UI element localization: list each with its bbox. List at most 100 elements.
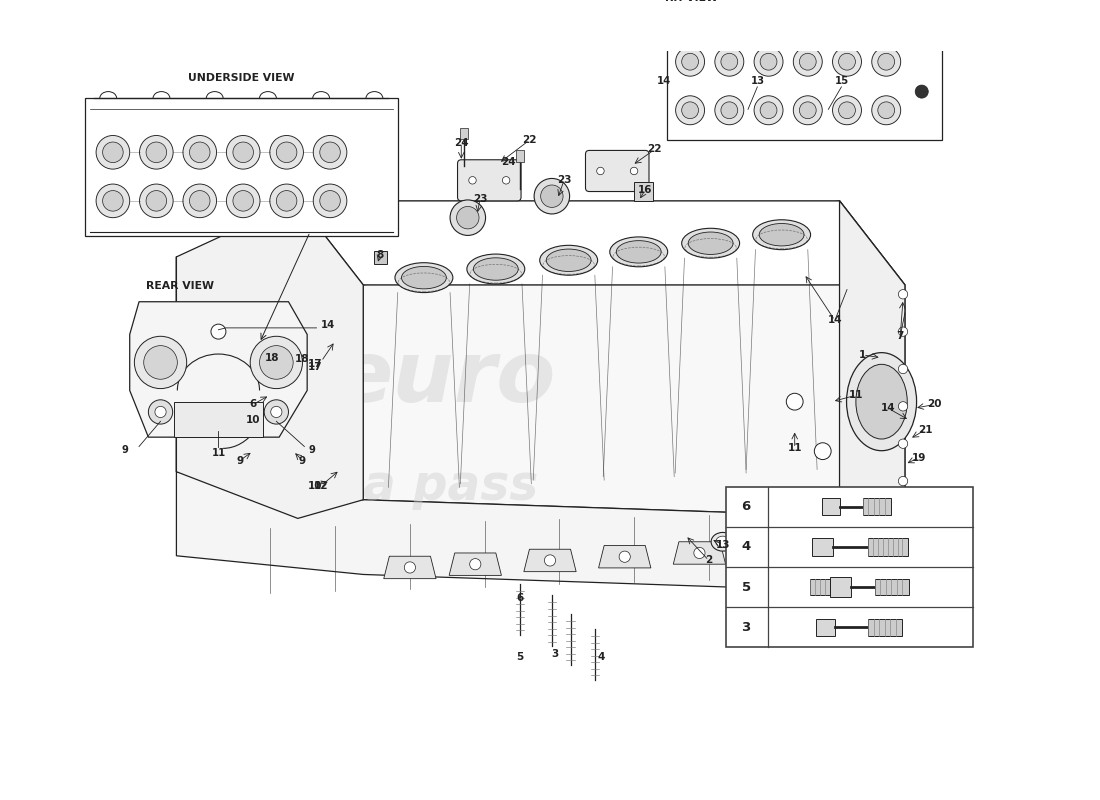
Polygon shape [176,257,363,500]
Text: 9: 9 [299,455,306,466]
Circle shape [541,185,563,207]
Circle shape [838,102,856,118]
Ellipse shape [847,353,916,450]
Circle shape [833,96,861,125]
Text: 17: 17 [307,362,322,372]
Circle shape [183,135,217,169]
Circle shape [899,439,907,448]
Text: 11: 11 [211,448,226,458]
Circle shape [140,135,173,169]
Circle shape [793,96,823,125]
Text: 6: 6 [517,593,524,603]
Text: 4: 4 [741,541,751,554]
Circle shape [675,47,705,76]
Text: 18: 18 [295,354,310,363]
Bar [822,498,840,515]
Circle shape [134,336,187,389]
Circle shape [878,102,894,118]
Bar [174,402,263,437]
Circle shape [675,96,705,125]
Circle shape [899,364,907,374]
Bar [726,486,974,647]
Circle shape [456,206,478,229]
Text: 6: 6 [741,500,751,514]
Circle shape [833,47,861,76]
Bar [874,578,909,595]
Text: 10: 10 [245,415,261,426]
Text: RH VIEW: RH VIEW [664,0,718,3]
Circle shape [250,336,303,389]
Circle shape [915,85,928,98]
Circle shape [102,142,123,162]
Bar [816,619,835,636]
Circle shape [140,184,173,218]
Circle shape [260,346,294,379]
Bar [85,98,398,236]
Circle shape [320,190,340,211]
Polygon shape [748,538,801,561]
Circle shape [800,54,816,70]
Text: a pass: a pass [363,462,539,510]
Text: 23: 23 [473,194,487,204]
FancyBboxPatch shape [458,160,521,201]
Ellipse shape [473,258,518,280]
Text: 7: 7 [896,331,904,342]
Circle shape [899,476,907,486]
Ellipse shape [689,232,733,254]
Circle shape [233,190,253,211]
Circle shape [682,54,698,70]
Text: 14: 14 [321,320,336,330]
Circle shape [405,562,416,573]
Bar [813,538,833,556]
Polygon shape [449,553,502,575]
Circle shape [720,102,738,118]
Circle shape [755,47,783,76]
Circle shape [760,54,777,70]
Circle shape [814,442,832,459]
FancyBboxPatch shape [246,341,273,379]
Circle shape [144,346,177,379]
Bar [667,17,943,140]
Text: REAR VIEW: REAR VIEW [145,281,213,290]
Circle shape [838,54,856,70]
Circle shape [715,47,744,76]
Polygon shape [363,201,905,518]
Ellipse shape [402,266,447,289]
Text: 24: 24 [500,157,515,166]
Text: euro: euro [336,337,557,420]
Circle shape [619,551,630,562]
Text: 8: 8 [376,250,384,260]
Text: 16: 16 [638,185,652,194]
Text: 14: 14 [657,76,671,86]
Circle shape [786,394,803,410]
Ellipse shape [246,422,260,429]
Text: 13: 13 [715,539,730,550]
Text: 4: 4 [597,652,605,662]
Circle shape [800,102,816,118]
Ellipse shape [540,246,597,275]
FancyBboxPatch shape [585,150,649,191]
Text: 23: 23 [557,175,571,186]
Circle shape [872,47,901,76]
Ellipse shape [711,533,735,551]
Bar [374,251,387,264]
Bar [830,577,850,598]
Circle shape [189,190,210,211]
Polygon shape [673,542,726,564]
Text: 9: 9 [308,445,316,455]
Circle shape [878,54,894,70]
Text: 6: 6 [250,399,256,410]
Ellipse shape [395,262,453,293]
Text: 19: 19 [912,453,926,462]
Circle shape [276,190,297,211]
Circle shape [227,135,260,169]
Ellipse shape [752,220,811,250]
Text: 15: 15 [834,76,848,86]
Polygon shape [839,201,905,518]
Bar [634,182,652,201]
Polygon shape [176,472,905,593]
Circle shape [769,544,780,555]
Text: 3: 3 [551,649,559,659]
Bar [234,409,244,418]
Circle shape [793,47,823,76]
